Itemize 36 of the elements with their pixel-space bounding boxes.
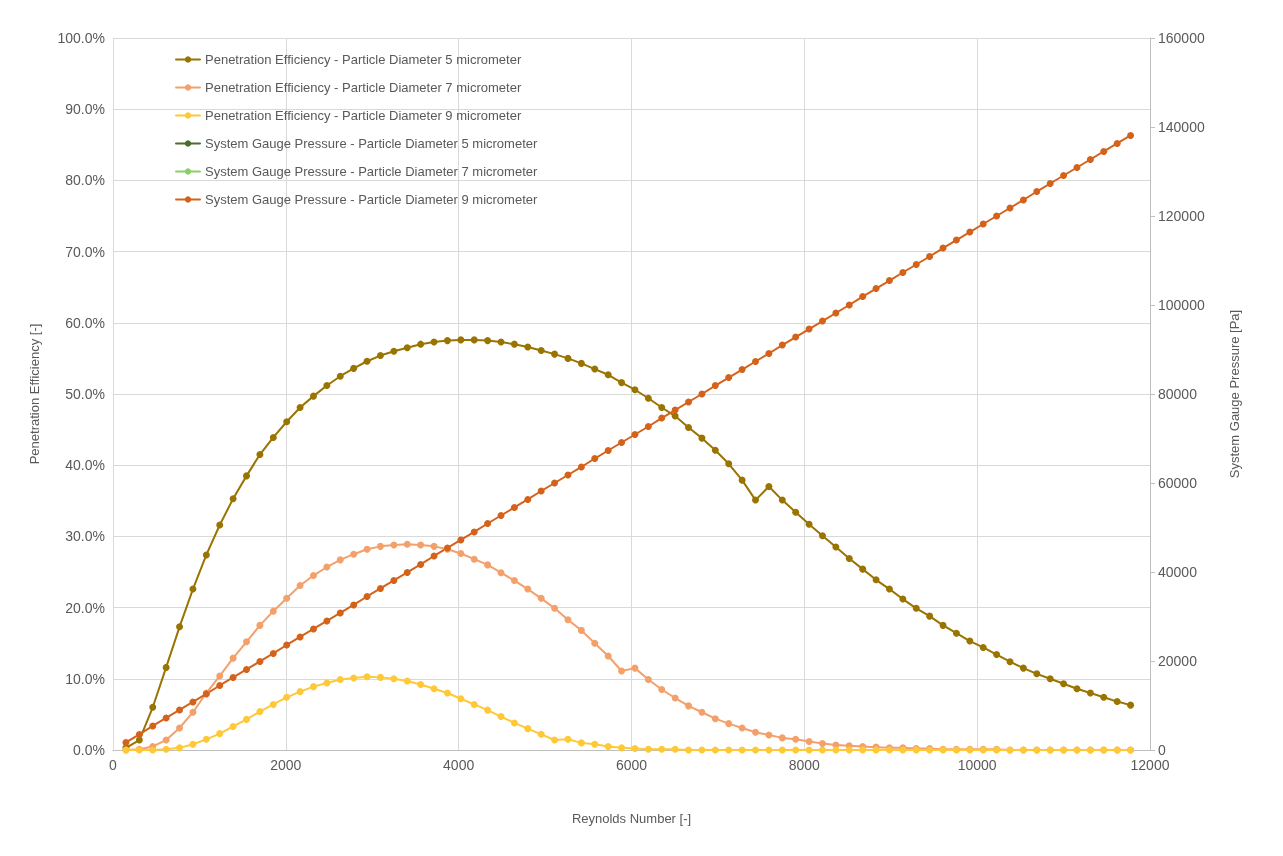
- y-tick-label: 60.0%: [65, 314, 105, 331]
- y-axis-title: Penetration Efficiency [-]: [27, 323, 42, 465]
- y-tick-label: 80.0%: [65, 172, 105, 189]
- y-tick-label: 10.0%: [65, 670, 105, 687]
- y-tick-label: 30.0%: [65, 528, 105, 545]
- x-axis-title: Reynolds Number [-]: [571, 811, 692, 826]
- y2-tick-label: 120000: [1158, 208, 1205, 224]
- y-tick-label: 70.0%: [65, 243, 105, 260]
- x-tick-label: 0: [109, 757, 118, 773]
- legend-label: Penetration Efficiency - Particle Diameter 9 micrometer: [205, 108, 522, 123]
- y2-tick-label: 60000: [1158, 475, 1198, 491]
- x-tick-label: 10000: [957, 757, 997, 773]
- y-tick-label: 100.0%: [57, 30, 105, 46]
- legend-label: System Gauge Pressure - Particle Diameter 9 micrometer: [205, 192, 538, 207]
- y-tick-label: 20.0%: [65, 599, 105, 616]
- y2-tick-label: 160000: [1158, 30, 1205, 46]
- legend-label: Penetration Efficiency - Particle Diameter 5 micrometer: [205, 52, 522, 67]
- legend-label: Penetration Efficiency - Particle Diameter 7 micrometer: [205, 80, 522, 95]
- y2-tick-label: 100000: [1158, 297, 1205, 313]
- y2-tick-label: 20000: [1158, 653, 1198, 669]
- x-tick-label: 8000: [788, 757, 821, 773]
- x-tick-label: 2000: [270, 757, 302, 773]
- y2-tick-label: 40000: [1158, 564, 1198, 580]
- x-tick-label: 4000: [443, 757, 475, 773]
- y2-axis-title: System Gauge Pressure [Pa]: [1227, 309, 1242, 479]
- y-tick-label: 0.0%: [73, 742, 105, 758]
- y2-tick-label: 0: [1158, 742, 1166, 758]
- x-tick-label: 12000: [1130, 757, 1170, 773]
- legend-label: System Gauge Pressure - Particle Diameter 5 micrometer: [205, 136, 538, 151]
- y-tick-label: 50.0%: [65, 386, 105, 402]
- y-tick-label: 90.0%: [65, 101, 105, 118]
- x-tick-label: 6000: [615, 757, 648, 773]
- y-tick-label: 40.0%: [65, 457, 105, 474]
- y2-tick-label: 80000: [1158, 386, 1198, 402]
- legend-label: System Gauge Pressure - Particle Diameter 7 micrometer: [205, 164, 538, 179]
- y2-tick-label: 140000: [1158, 119, 1205, 135]
